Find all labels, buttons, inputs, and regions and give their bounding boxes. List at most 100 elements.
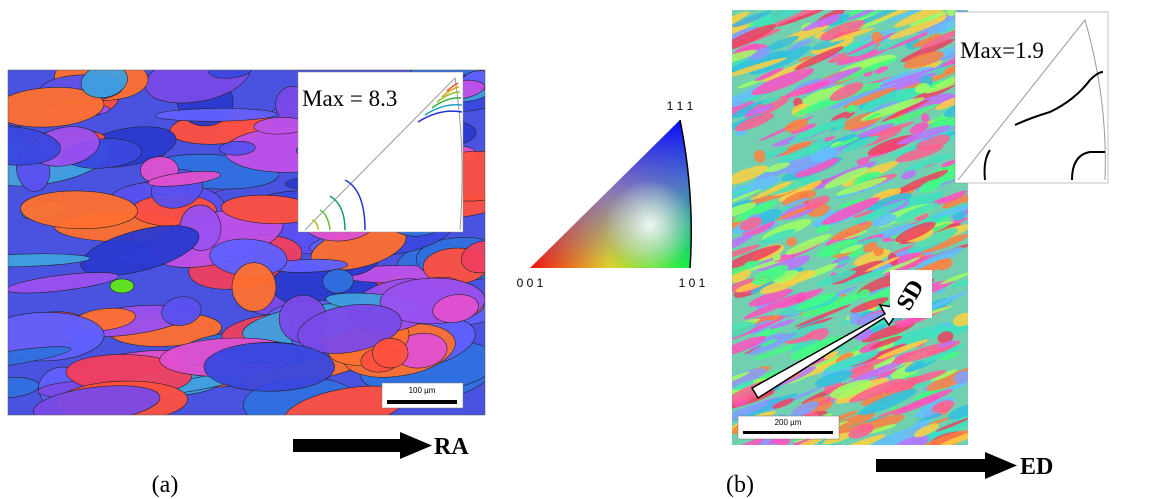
grain xyxy=(775,436,791,445)
grain xyxy=(732,11,772,27)
grain xyxy=(936,288,947,294)
direction-arrow-b: ED xyxy=(876,452,1053,480)
grain xyxy=(874,66,889,74)
grain xyxy=(829,27,875,43)
grain xyxy=(802,13,842,31)
grain xyxy=(322,268,354,294)
grain xyxy=(372,337,409,369)
grain xyxy=(798,55,812,62)
grain xyxy=(870,335,903,349)
grain xyxy=(881,99,930,122)
scale-label: 100 µm xyxy=(409,386,436,395)
grain xyxy=(876,339,928,360)
grain xyxy=(777,288,824,309)
grain xyxy=(791,339,820,352)
grain xyxy=(884,10,947,24)
grain xyxy=(732,99,754,117)
grain xyxy=(8,253,91,268)
grain xyxy=(161,296,202,326)
grain xyxy=(843,230,868,240)
grain xyxy=(867,424,897,434)
grain xyxy=(908,228,958,254)
grain xyxy=(154,108,277,122)
grain xyxy=(824,167,869,189)
grain xyxy=(816,224,830,234)
grain xyxy=(836,258,851,266)
grain xyxy=(790,401,819,418)
grain xyxy=(743,176,780,193)
grain xyxy=(461,240,485,274)
grain xyxy=(836,57,899,82)
grain xyxy=(760,229,796,245)
grain xyxy=(831,221,875,241)
grain xyxy=(732,11,750,27)
grain xyxy=(880,257,921,274)
grain xyxy=(816,270,857,286)
grain xyxy=(761,96,782,105)
corner-label: 1 0 1 xyxy=(679,276,706,290)
grain xyxy=(783,292,797,299)
grain xyxy=(858,388,917,416)
grain xyxy=(147,170,221,187)
grain xyxy=(732,244,761,262)
grain xyxy=(921,113,930,123)
grain xyxy=(952,312,968,327)
grain xyxy=(821,197,880,225)
grain xyxy=(888,17,945,40)
grain xyxy=(856,157,870,166)
grain xyxy=(778,141,832,163)
grain xyxy=(773,270,799,284)
grain xyxy=(936,429,968,445)
grain xyxy=(842,269,887,286)
scale-label: 200 µm xyxy=(775,418,802,427)
grain xyxy=(809,137,826,147)
grain xyxy=(780,141,815,155)
grain xyxy=(782,190,817,207)
grain xyxy=(109,278,135,294)
grain xyxy=(833,421,868,437)
grain xyxy=(432,294,479,323)
direction-label: ED xyxy=(1020,454,1053,480)
direction-arrow-a: RA xyxy=(293,432,469,460)
grain xyxy=(786,237,797,247)
ipf-color-key: 1 1 1 0 0 1 1 0 1 xyxy=(517,99,706,290)
grain xyxy=(732,91,759,110)
grain xyxy=(732,269,751,283)
grain xyxy=(732,202,757,218)
grain xyxy=(853,209,875,218)
grain xyxy=(937,323,946,332)
grain xyxy=(732,316,787,342)
grain xyxy=(732,234,753,253)
grain xyxy=(905,369,947,385)
grain xyxy=(920,234,968,253)
grain xyxy=(940,272,968,285)
grain xyxy=(764,35,799,52)
grain xyxy=(829,82,864,101)
grain xyxy=(921,344,966,364)
grain xyxy=(909,12,946,27)
grain xyxy=(900,38,955,62)
grain xyxy=(779,270,816,285)
grain xyxy=(748,47,771,61)
grain xyxy=(771,10,825,26)
grain xyxy=(801,357,847,378)
grain xyxy=(894,10,953,28)
grain xyxy=(931,369,958,381)
grain xyxy=(847,364,875,379)
sample-axis-indicator: SD xyxy=(750,270,932,400)
grain xyxy=(8,126,61,166)
grain xyxy=(732,24,777,52)
grain xyxy=(846,104,857,113)
grain xyxy=(865,256,900,272)
grain xyxy=(811,146,838,163)
grain xyxy=(861,87,921,112)
grain xyxy=(8,87,105,128)
pole-figure-inset-a: Max = 8.3 xyxy=(297,71,464,233)
grain xyxy=(796,292,837,310)
grain xyxy=(904,153,954,171)
grain xyxy=(872,263,893,273)
orientation-map-a xyxy=(8,70,485,415)
grain xyxy=(732,336,767,356)
max-label: Max=1.9 xyxy=(960,38,1044,63)
